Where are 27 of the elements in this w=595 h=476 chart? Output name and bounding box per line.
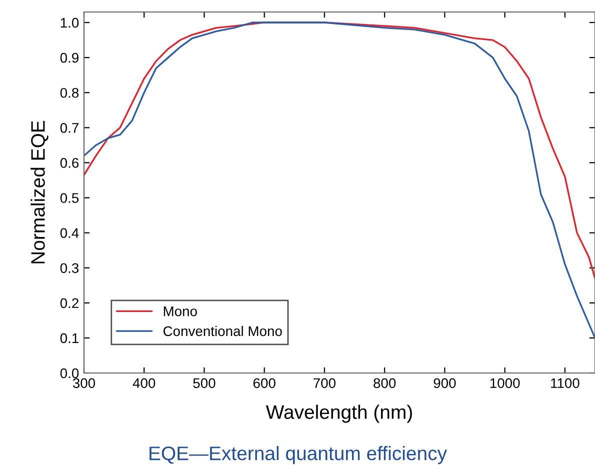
- line-series: [84, 22, 595, 339]
- x-tick-label: 400: [132, 378, 156, 388]
- x-tick-label: 800: [374, 378, 396, 388]
- x-tick-label: 1100: [551, 378, 580, 388]
- y-axis-title: Normalized EQE: [30, 120, 48, 264]
- text: EQE—External quantum efficiency: [150, 446, 447, 464]
- y-tick-label: 0.7: [60, 122, 78, 133]
- x-tick-label: 600: [253, 378, 276, 388]
- y-tick-label: 0.3: [60, 263, 79, 274]
- x-tick-label: 1000: [490, 378, 520, 388]
- y-tick-label: 1.0: [60, 18, 79, 28]
- legend-label: Mono: [164, 306, 197, 316]
- x-tick-label: 700: [314, 378, 336, 388]
- y-tick-label: 0.5: [60, 193, 79, 203]
- x-axis-title: Wavelength (nm): [266, 404, 412, 423]
- x-tick-label: 900: [434, 378, 456, 388]
- y-tick-label: 0.6: [60, 158, 79, 168]
- y-tick-label: 0.4: [60, 228, 79, 238]
- y-tick-label: 0.0: [60, 368, 79, 378]
- x-tick-label: 300: [72, 378, 96, 388]
- line-series: [84, 22, 595, 280]
- y-tick-label: 0.1: [60, 333, 78, 344]
- y-tick-label: 0.2: [60, 298, 78, 308]
- y-tick-label: 0.8: [60, 88, 79, 98]
- y-tick-label: 0.9: [60, 52, 78, 63]
- legend-label: Conventional Mono: [163, 326, 282, 336]
- x-tick-label: 500: [193, 378, 216, 388]
